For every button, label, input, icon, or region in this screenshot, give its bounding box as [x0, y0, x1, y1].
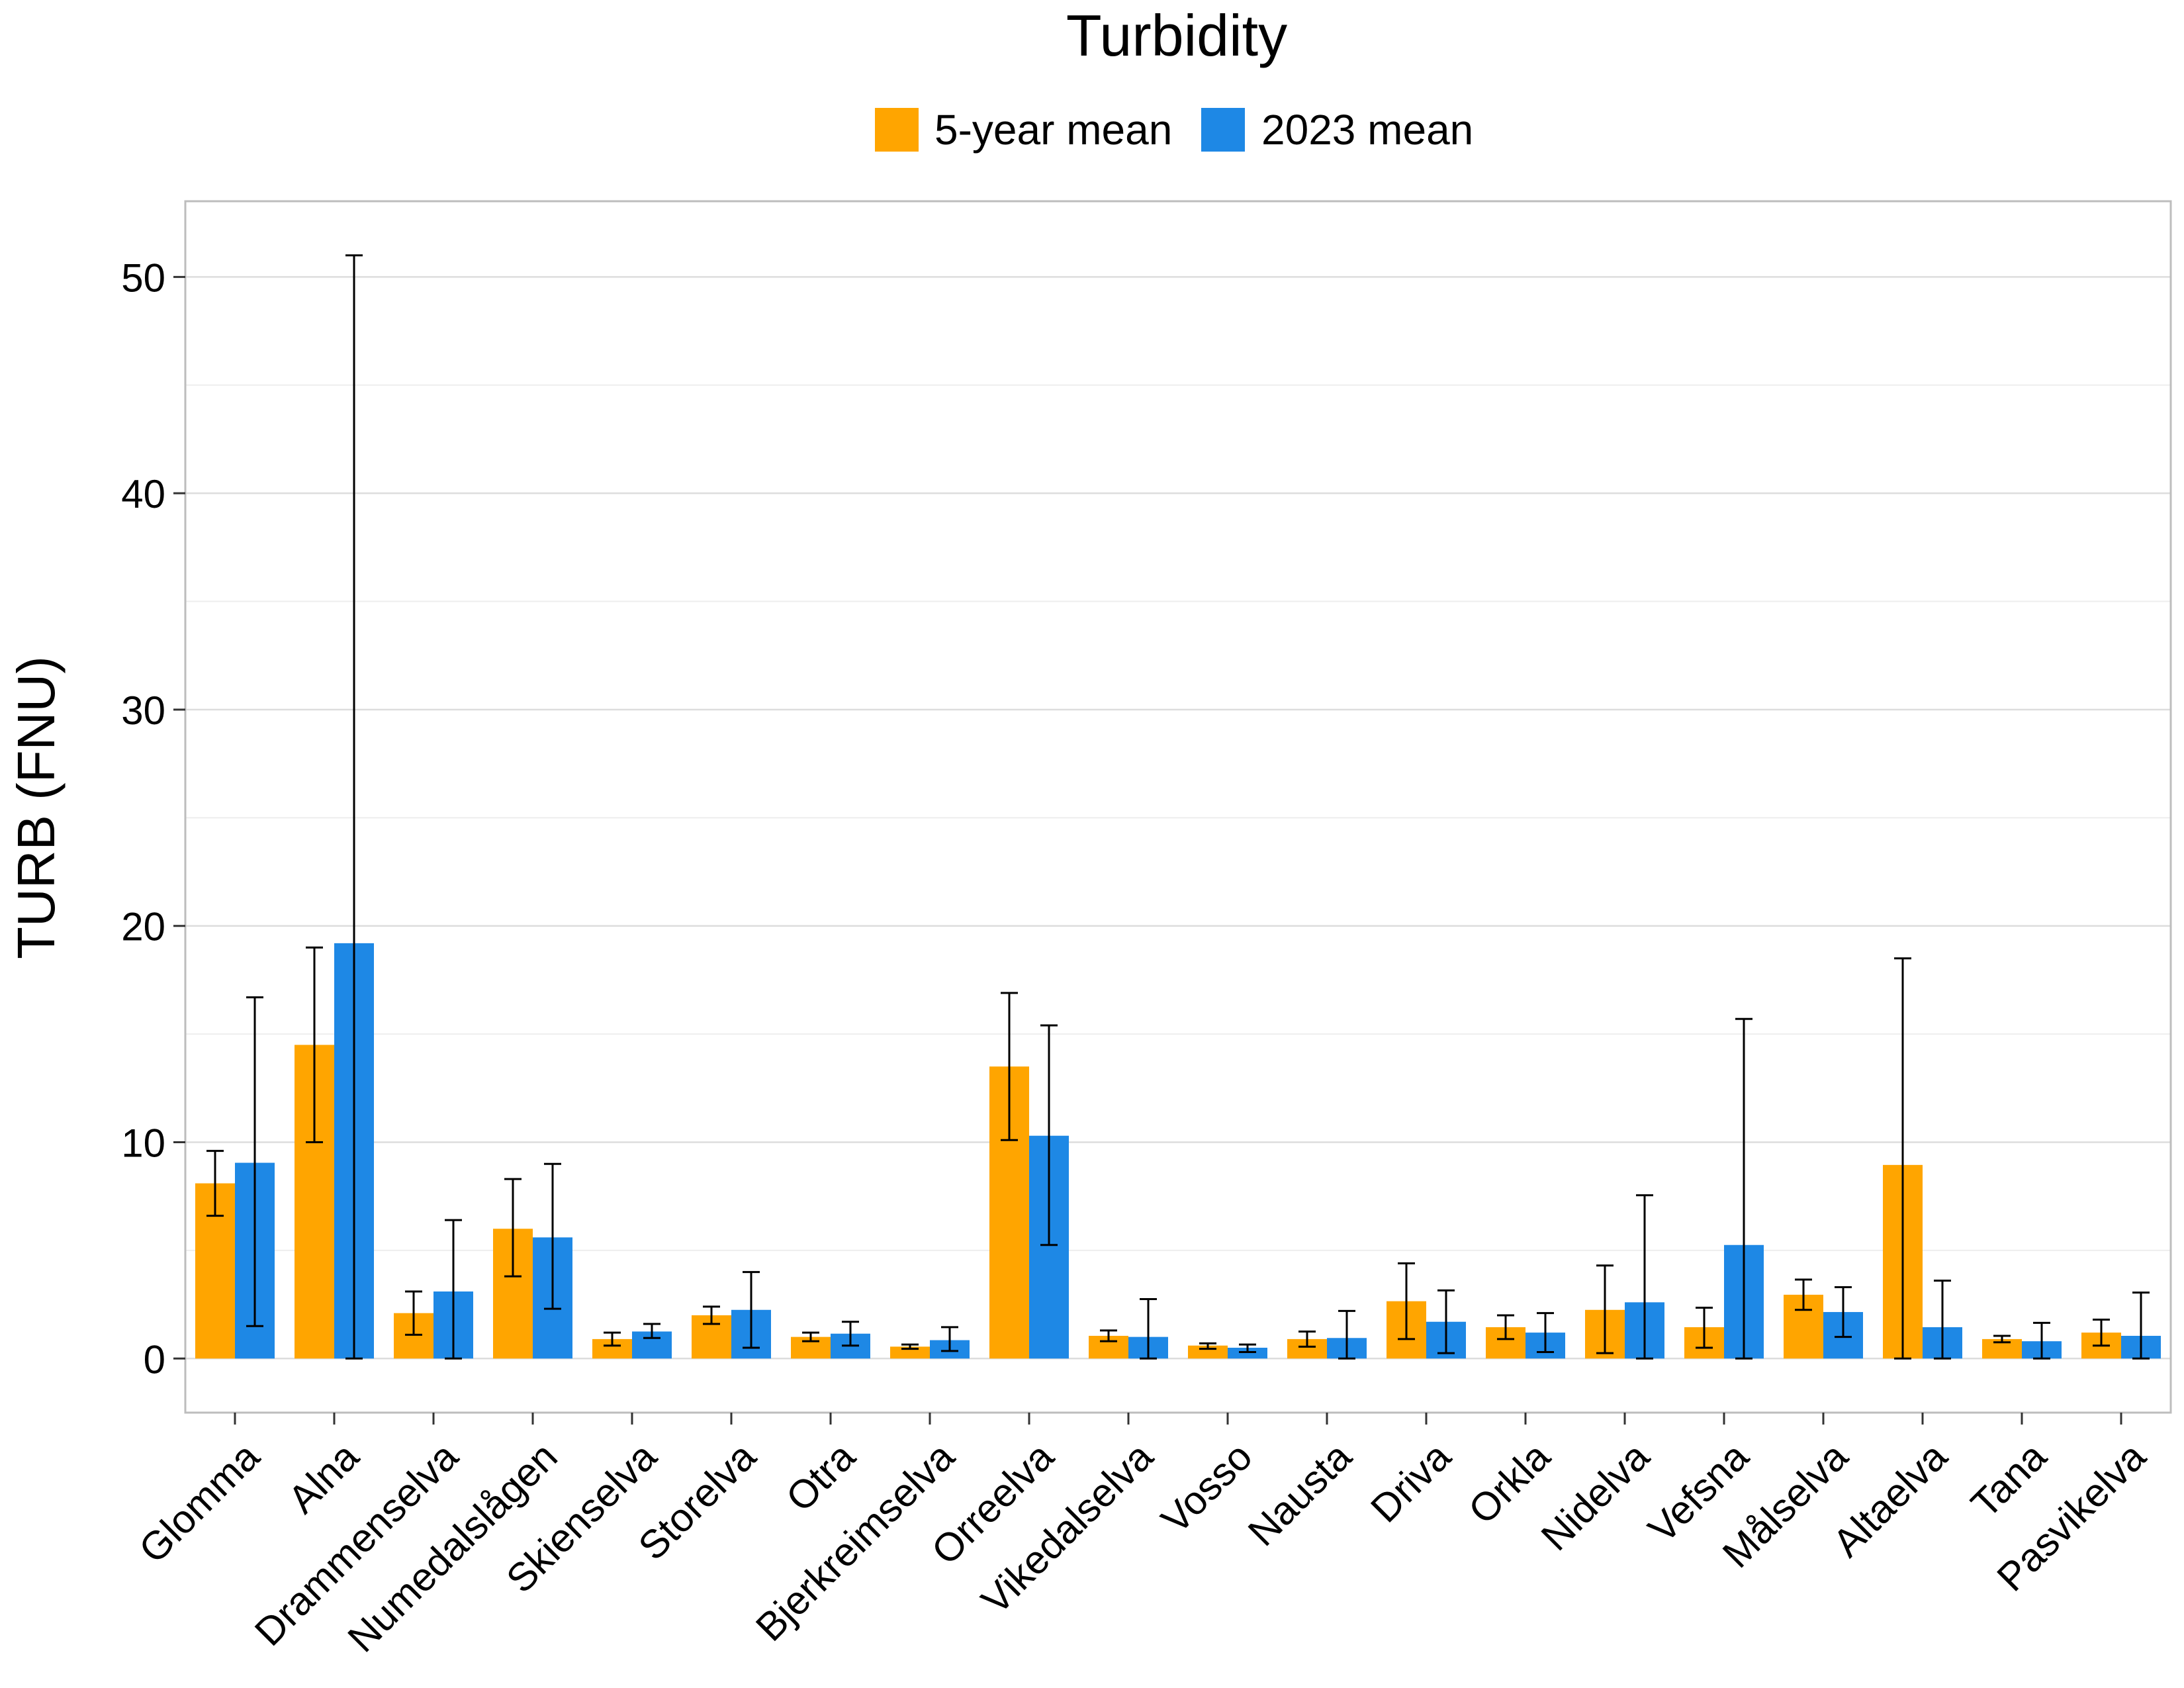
x-tick-label-alna: Alna — [279, 1434, 367, 1522]
y-tick-label: 50 — [121, 256, 165, 300]
bar-5-year-mean-vosso — [1188, 1345, 1228, 1359]
legend-label-5-year-mean: 5-year mean — [934, 106, 1172, 154]
bar-5-year-mean-bjerkreimselva — [890, 1346, 930, 1359]
chart-title: Turbidity — [1066, 3, 1287, 68]
y-tick-label: 0 — [144, 1337, 165, 1382]
x-tick-label-driva: Driva — [1362, 1434, 1459, 1531]
bars — [195, 943, 2161, 1359]
grid-lines — [185, 276, 2171, 1360]
y-tick-label: 30 — [121, 688, 165, 733]
legend-swatch-5-year-mean — [875, 108, 919, 152]
bar-2023-mean-vosso — [1228, 1347, 1267, 1359]
y-axis: 0 10 20 30 40 50 — [121, 256, 185, 1382]
y-axis-label: TURB (FNU) — [7, 656, 66, 959]
y-tick-label: 10 — [121, 1121, 165, 1166]
x-tick-label-glomma: Glomma — [130, 1434, 268, 1571]
x-axis: Glomma AlnaDrammenselvaNumedalslågenSkien… — [130, 1413, 2154, 1661]
legend-label-2023-mean: 2023 mean — [1261, 106, 1473, 154]
x-tick-label-nidelva: Nidelva — [1533, 1434, 1658, 1559]
error-bars — [206, 254, 2150, 1360]
legend: 5-year mean 2023 mean — [875, 106, 1473, 154]
x-tick-label-vikedalselva: Vikedalselva — [973, 1434, 1161, 1622]
x-tick-label-tana: Tana — [1962, 1434, 2055, 1526]
y-tick-label: 20 — [121, 905, 165, 949]
x-tick-label-otra: Otra — [778, 1434, 864, 1520]
legend-swatch-2023-mean — [1201, 108, 1245, 152]
plot-border — [184, 200, 2172, 1414]
x-tick-label-nausta: Nausta — [1240, 1434, 1360, 1554]
y-tick-label: 40 — [121, 472, 165, 516]
